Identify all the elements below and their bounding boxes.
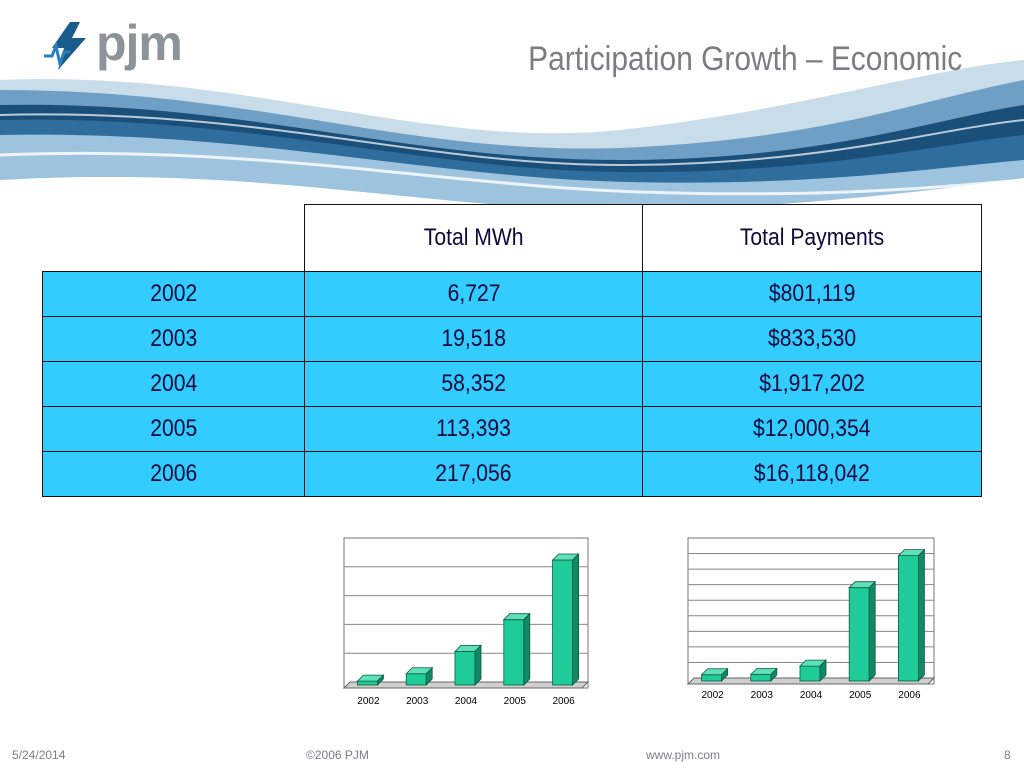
logo-text: pjm xyxy=(96,15,183,71)
bar xyxy=(848,580,877,682)
bar xyxy=(502,612,531,686)
table-row: 2003 19,518 $833,530 xyxy=(41,316,982,362)
bar xyxy=(551,553,580,686)
mwh-cell: 113,393 xyxy=(304,406,644,452)
x-tick-label: 2005 xyxy=(504,696,527,707)
footer-date: 5/24/2014 xyxy=(12,748,66,762)
x-tick-label: 2002 xyxy=(357,696,380,707)
bar xyxy=(356,674,385,686)
header-cell-total-mwh: Total MWh xyxy=(304,204,644,272)
mwh-cell: 217,056 xyxy=(304,451,644,497)
footer-page-number: 8 xyxy=(1004,748,1011,762)
year-cell: 2003 xyxy=(41,316,306,362)
x-tick-label: 2004 xyxy=(800,690,823,701)
year-cell: 2004 xyxy=(41,361,306,407)
table-row: 2002 6,727 $801,119 xyxy=(41,271,982,317)
x-tick-label: 2002 xyxy=(701,690,724,701)
header-cell-blank xyxy=(42,204,306,272)
payments-cell: $12,000,354 xyxy=(642,406,982,452)
x-tick-label: 2003 xyxy=(751,690,774,701)
x-tick-label: 2003 xyxy=(406,696,429,707)
payments-cell: $833,530 xyxy=(642,316,982,362)
footer-url: www.pjm.com xyxy=(646,748,721,762)
payments-cell: $16,118,042 xyxy=(642,451,982,497)
year-cell: 2005 xyxy=(41,406,306,452)
payments-cell: $1,917,202 xyxy=(642,361,982,407)
payments-bar-chart: 2002 2003 2004 2005 2006 xyxy=(686,537,936,701)
table-header-row: Total MWh Total Payments xyxy=(42,204,982,272)
pjm-logo xyxy=(40,18,200,78)
table-row: 2005 113,393 $12,000,354 xyxy=(41,406,982,452)
pjm-logo-icon xyxy=(44,22,86,70)
slide-title: Participation Growth – Economic xyxy=(527,40,962,78)
mwh-cell: 6,727 xyxy=(304,271,644,317)
mwh-bar-chart: 2002 2003 2004 2005 2006 xyxy=(342,537,590,707)
x-tick-label: 2005 xyxy=(849,690,872,701)
participation-table: Total MWh Total Payments 2002 6,727 $801… xyxy=(41,204,982,497)
bar xyxy=(897,548,926,682)
payments-cell: $801,119 xyxy=(642,271,982,317)
year-cell: 2006 xyxy=(41,451,306,497)
table-row: 2004 58,352 $1,917,202 xyxy=(41,361,982,407)
mwh-cell: 19,518 xyxy=(304,316,644,362)
bar xyxy=(700,667,729,682)
bar xyxy=(454,644,482,686)
bar xyxy=(405,666,434,686)
mwh-cell: 58,352 xyxy=(304,361,644,407)
header-swoosh-graphic xyxy=(0,60,1024,210)
header-cell-total-payments: Total Payments xyxy=(642,204,982,272)
x-tick-label: 2006 xyxy=(552,696,575,707)
x-tick-label: 2006 xyxy=(898,690,921,701)
footer-copyright: ©2006 PJM xyxy=(306,748,369,762)
bar xyxy=(749,667,778,682)
bar xyxy=(799,659,827,682)
year-cell: 2002 xyxy=(41,271,306,317)
table-row: 2006 217,056 $16,118,042 xyxy=(41,451,982,497)
x-tick-label: 2004 xyxy=(455,696,478,707)
